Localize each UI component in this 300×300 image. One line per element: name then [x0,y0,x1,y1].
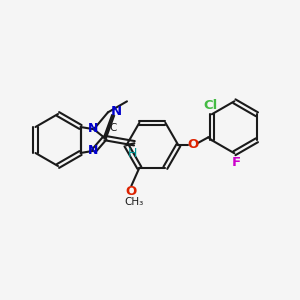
Text: H: H [128,147,137,160]
Text: O: O [126,185,137,198]
Text: N: N [88,122,98,135]
Text: C: C [109,123,116,133]
Text: Cl: Cl [204,99,218,112]
Text: CH₃: CH₃ [125,197,144,207]
Text: F: F [232,156,241,169]
Text: O: O [188,138,199,151]
Text: N: N [110,105,122,118]
Text: N: N [88,144,98,157]
